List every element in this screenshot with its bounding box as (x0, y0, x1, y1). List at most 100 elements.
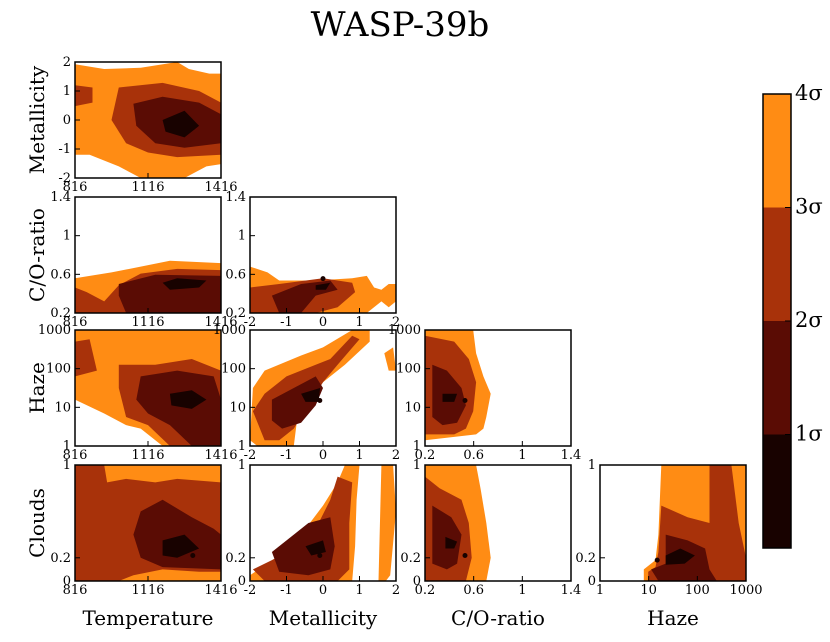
colorbar-segment-4sigma (763, 94, 791, 208)
y-tick-label: 1.4 (225, 190, 246, 205)
panel-frame (599, 464, 747, 582)
best-fit-point (317, 553, 323, 558)
x-tick-label: 0 (319, 315, 327, 330)
y-tick-label: 1.4 (50, 190, 71, 205)
best-fit-point (190, 398, 196, 403)
contour-1sigma (162, 278, 207, 290)
best-fit-point (190, 125, 196, 131)
x-tick-label: 2 (392, 315, 400, 330)
x-tick-label: 1416 (204, 583, 237, 598)
chart-title: WASP-39b (311, 5, 490, 45)
panel-co_ratio-vs-clouds: 0.2 0.6 1 1.400.21 (400, 458, 581, 598)
panel-temperature-vs-metallicity: 816 1116 1416 -2 -1 0 1 2 (58, 55, 237, 195)
contour-1sigma (315, 282, 331, 290)
x-tick-label: -2 (244, 583, 257, 598)
x-tick-label: 1.4 (561, 448, 582, 463)
y-tick-label: 1 (63, 229, 71, 244)
x-axis-labels: Temperature Metallicity C/O-ratio Haze (82, 606, 698, 630)
y-tick-label: 0.2 (50, 551, 71, 566)
contour-1sigma (301, 388, 321, 402)
y-tick-label: 0 (63, 574, 71, 589)
contour-2sigma (271, 517, 335, 576)
y-axis-labels: Metallicity C/O-ratio Haze Clouds (25, 65, 49, 558)
y-tick-label: 1 (413, 458, 421, 473)
x-tick-label: -1 (280, 583, 293, 598)
x-tick-label: 2 (392, 448, 400, 463)
contour-2sigma (432, 505, 462, 570)
x-tick-label: 1 (596, 583, 604, 598)
y-tick-label: 1000 (38, 323, 71, 338)
x-tick-label: 0.6 (463, 583, 484, 598)
best-fit-point (317, 398, 323, 403)
y-tick-label: 1000 (213, 323, 246, 338)
y-tick-label: 1 (238, 458, 246, 473)
x-tick-label: 1116 (131, 315, 164, 330)
y-tick-label: 100 (46, 362, 71, 377)
contour-1sigma (162, 534, 200, 558)
x-tick-label: 0.6 (463, 448, 484, 463)
panel-co_ratio-vs-haze: 0.2 0.6 1 1.4 1 10 100 1000 (388, 323, 581, 463)
contour-1sigma (445, 536, 458, 549)
contour-3sigma (75, 339, 97, 377)
y-tick-label: 1 (63, 458, 71, 473)
y-tick-label: 1 (63, 84, 71, 99)
contour-1sigma (169, 390, 207, 409)
y-tick-label: 0.2 (225, 306, 246, 321)
x-tick-label: 1416 (204, 315, 237, 330)
colorbar: 4σ 3σ 2σ 1σ (762, 81, 823, 549)
x-tick-label: 816 (63, 448, 88, 463)
y-axis-label-co_ratio: C/O-ratio (25, 208, 49, 302)
y-tick-label: 0.2 (400, 551, 421, 566)
x-tick-label: 1000 (729, 583, 762, 598)
y-tick-label: -2 (58, 171, 71, 186)
x-tick-label: 1 (518, 583, 526, 598)
y-tick-label: 1 (63, 439, 71, 454)
best-fit-point (654, 557, 660, 563)
panel-metallicity-vs-haze: -2 -1 0 1 2 1 10 100 1000 (213, 323, 400, 463)
contour-2sigma (271, 376, 323, 429)
x-tick-label: 816 (63, 315, 88, 330)
colorbar-label: 1σ (795, 422, 823, 446)
y-tick-label: 10 (229, 400, 246, 415)
best-fit-point (195, 282, 201, 288)
colorbar-segment-2sigma (763, 321, 791, 435)
panel-temperature-vs-clouds: 816 1116 1416 0 0.2 1 (50, 458, 237, 598)
contour-1sigma (162, 110, 200, 138)
panel-frame (424, 464, 572, 582)
y-axis-label-clouds: Clouds (25, 488, 49, 558)
x-tick-label: 1416 (204, 180, 237, 195)
contour-2sigma (136, 370, 221, 446)
y-tick-label: 0.6 (225, 267, 246, 282)
contour-1sigma (442, 393, 458, 402)
x-tick-label: 1116 (131, 583, 164, 598)
colorbar-segment-1sigma (763, 434, 791, 548)
y-tick-label: 1000 (388, 323, 421, 338)
colorbar-label: 2σ (795, 308, 823, 332)
y-tick-label: 0.6 (50, 267, 71, 282)
x-tick-label: 10 (640, 583, 657, 598)
panel-metallicity-vs-co_ratio: -2 -1 0 1 2 0.2 0.6 1 1.4 (225, 190, 400, 330)
x-tick-label: 0.2 (415, 583, 436, 598)
x-axis-label-haze: Haze (647, 606, 699, 630)
x-tick-label: 1116 (131, 448, 164, 463)
x-tick-label: -2 (244, 448, 257, 463)
panel-temperature-vs-haze: 816 1116 1416 1 10 100 1000 (38, 323, 238, 463)
contour-3sigma (75, 85, 93, 107)
y-tick-label: -1 (58, 142, 71, 157)
x-tick-label: -1 (280, 448, 293, 463)
panel-temperature-vs-co_ratio: 816 1116 1416 0.2 0.6 1 1.4 (50, 190, 237, 330)
x-axis-label-temperature: Temperature (82, 606, 213, 630)
x-tick-label: 816 (63, 583, 88, 598)
contour-4sigma (378, 465, 396, 581)
x-tick-label: 1416 (204, 448, 237, 463)
x-tick-label: 816 (63, 180, 88, 195)
y-tick-label: 1 (588, 458, 596, 473)
panel-haze-vs-clouds: 1 10 100 1000 0 0.2 1 (575, 458, 762, 598)
y-tick-label: 0.2 (50, 306, 71, 321)
y-tick-label: 1 (413, 439, 421, 454)
x-tick-label: -1 (280, 315, 293, 330)
x-tick-label: 1 (355, 448, 363, 463)
y-axis-label-metallicity: Metallicity (25, 65, 49, 174)
